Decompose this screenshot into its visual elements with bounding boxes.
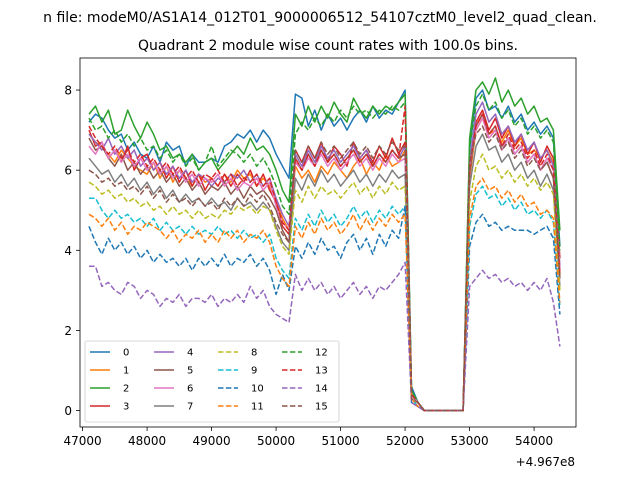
x-tick-label: 49000 (192, 434, 230, 448)
legend-label-4: 4 (187, 348, 193, 359)
y-tick-label: 8 (64, 84, 72, 98)
legend-label-14: 14 (315, 384, 328, 395)
series-group (88, 77, 561, 412)
series-line-8 (88, 153, 561, 412)
x-tick-label: 50000 (257, 434, 295, 448)
x-tick-label: 52000 (386, 434, 424, 448)
legend-label-8: 8 (251, 348, 257, 359)
y-tick-label: 0 (64, 404, 72, 418)
y-tick-label: 2 (64, 324, 72, 338)
series-line-12 (88, 93, 561, 412)
series-line-2 (88, 77, 561, 412)
legend-label-13: 13 (315, 366, 328, 377)
legend-label-3: 3 (123, 402, 129, 413)
series-line-10 (88, 205, 561, 412)
legend-label-11: 11 (251, 402, 264, 413)
legend-label-9: 9 (251, 366, 257, 377)
legend-frame (84, 340, 340, 423)
x-tick-label: 53000 (450, 434, 488, 448)
y-tick-label: 6 (64, 164, 72, 178)
x-tick-label: 48000 (128, 434, 166, 448)
y-tick-label: 4 (64, 244, 72, 258)
legend-label-10: 10 (251, 384, 264, 395)
legend-label-6: 6 (187, 384, 193, 395)
series-line-14 (89, 261, 561, 412)
legend-label-0: 0 (123, 348, 129, 359)
x-tick-label: 54000 (515, 434, 553, 448)
series-line-0 (88, 89, 561, 412)
series-line-15 (88, 125, 561, 412)
series-line-11 (88, 177, 561, 412)
x-offset-label: +4.967e8 (516, 455, 575, 469)
chart-title: Quadrant 2 module wise count rates with … (138, 38, 518, 54)
series-line-9 (89, 185, 561, 412)
legend-label-15: 15 (315, 402, 328, 413)
series-line-7 (88, 133, 561, 412)
legend-label-12: 12 (315, 348, 328, 359)
legend-label-2: 2 (123, 384, 129, 395)
legend-label-1: 1 (123, 366, 129, 377)
axes-frame (79, 57, 577, 428)
x-tick-label: 47000 (63, 434, 101, 448)
series-line-6 (88, 117, 561, 412)
chart-suptitle: n file: modeM0/AS1A14_012T01_9000006512_… (43, 10, 597, 26)
legend-label-7: 7 (187, 402, 193, 413)
x-tick-label: 51000 (321, 434, 359, 448)
series-line-4 (88, 101, 561, 412)
plot-area: 47000 48000 49000 50000 51000 52000 53000 54000… (63, 57, 577, 448)
series-line-13 (88, 105, 561, 412)
legend-label-5: 5 (187, 366, 193, 377)
